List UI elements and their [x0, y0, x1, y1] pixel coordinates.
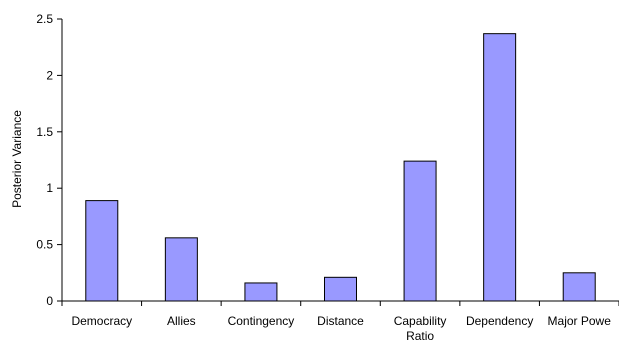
x-tick-label: Capability Ratio	[394, 314, 447, 343]
bar-major-powe	[562, 272, 596, 302]
x-tick-label: Contingency	[228, 314, 295, 328]
bar-contingency	[244, 282, 278, 302]
bar-allies	[164, 237, 198, 302]
y-axis-title: Posterior Variance	[10, 110, 24, 208]
bar-capability-ratio	[403, 160, 437, 302]
y-tick-label: 2.5	[36, 12, 53, 26]
x-tick-label: Major Powe	[548, 314, 612, 328]
y-tick-label: 2	[46, 68, 53, 82]
y-tick-label: 0	[46, 294, 53, 308]
axes	[61, 19, 619, 302]
y-axis-labels: 0 0.5 1 1.5 2 2.5	[36, 12, 53, 308]
y-axis-ticks	[57, 18, 62, 302]
x-axis-labels: Democracy Allies Contingency Distance Capabi…	[71, 314, 611, 343]
bar-distance	[324, 276, 357, 302]
x-tick-label: Dependency	[466, 314, 533, 328]
x-axis-ticks	[61, 301, 619, 306]
bars	[85, 33, 596, 302]
y-tick-label: 1.5	[36, 125, 53, 139]
y-tick-label: 1	[46, 181, 53, 195]
x-tick-label: Democracy	[71, 314, 132, 328]
x-tick-label: Allies	[167, 314, 196, 328]
bar-democracy	[85, 200, 119, 302]
x-tick-label: Distance	[317, 314, 364, 328]
y-tick-label: 0.5	[36, 238, 53, 252]
bar-dependency	[483, 33, 517, 302]
